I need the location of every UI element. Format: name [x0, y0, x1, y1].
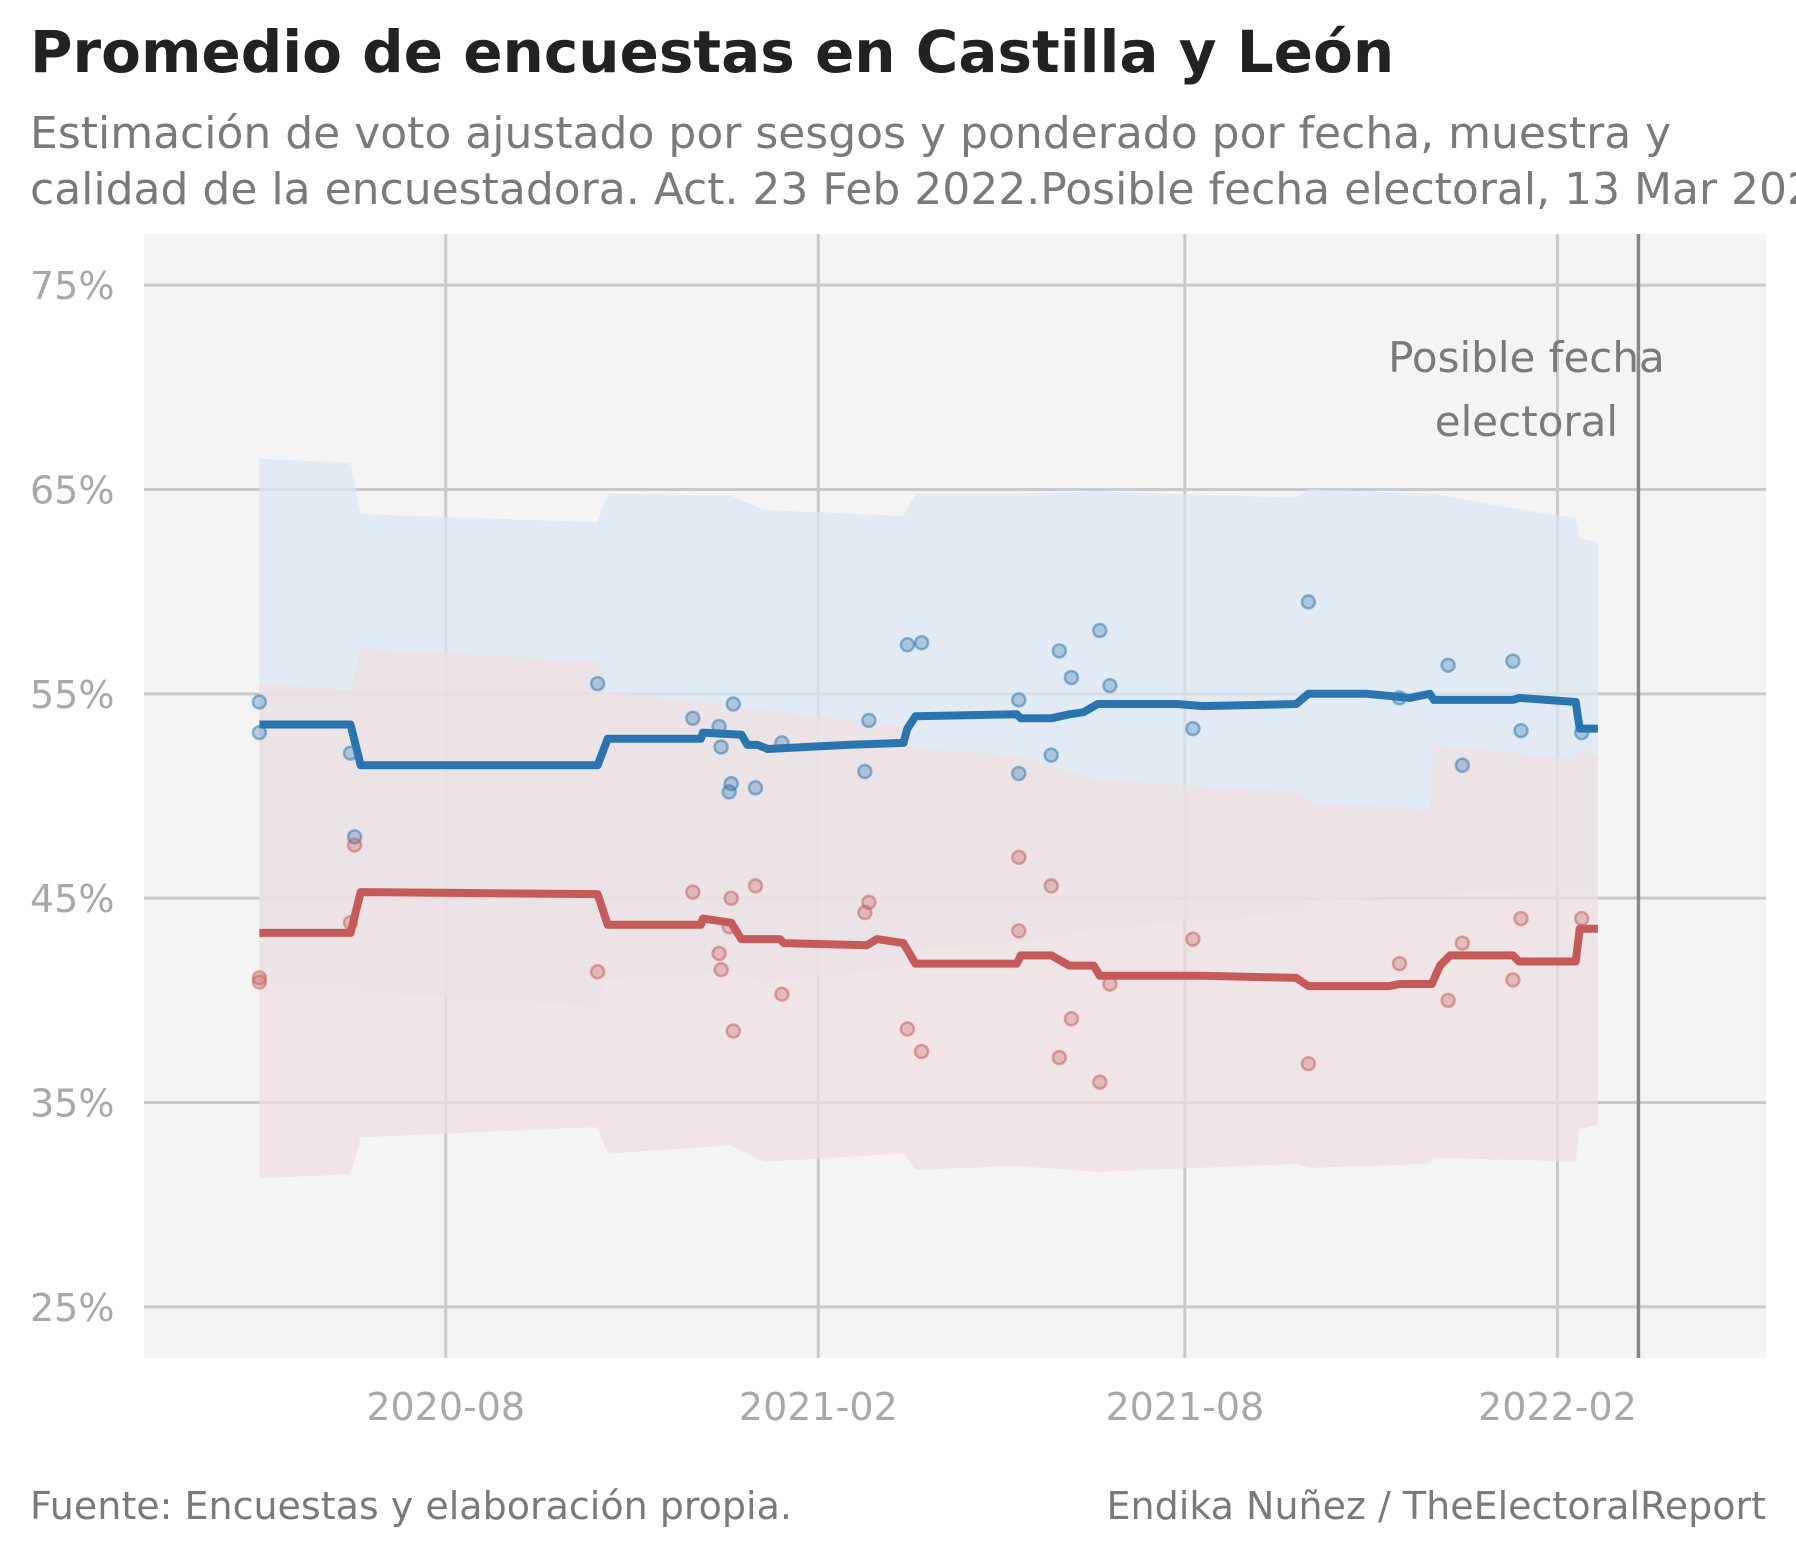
poll-point-series-1 — [857, 763, 873, 780]
poll-point-series-2 — [1011, 923, 1027, 939]
poll-point-series-1 — [1092, 622, 1108, 639]
poll-point-series-2 — [725, 1023, 742, 1039]
poll-point-series-1 — [1505, 653, 1521, 669]
poll-point-series-2 — [251, 974, 268, 990]
x-tick-label: 2021-02 — [739, 1385, 898, 1429]
subtitle-line-1: Estimación de voto ajustado por sesgos y… — [30, 108, 1672, 159]
subtitle-line-2: calidad de la encuestadora. Act. 23 Feb … — [30, 164, 1796, 215]
poll-point-series-2 — [1440, 992, 1456, 1009]
poll-point-series-1 — [1513, 722, 1529, 739]
average-line-1 — [259, 689, 1598, 770]
poll-point-series-2 — [774, 986, 790, 1002]
poll-point-series-1 — [1063, 669, 1080, 686]
y-tick-label: 65% — [30, 468, 114, 512]
poll-point-series-1 — [1011, 692, 1027, 708]
footer-credit: Endika Nuñez / TheElectoralReport — [1106, 1484, 1766, 1528]
x-axis-ticks: 2020-08 2021-02 2021-08 2022-02 — [366, 1385, 1636, 1429]
y-tick-label: 25% — [30, 1286, 114, 1330]
average-lines — [259, 689, 1598, 991]
poll-point-series-2 — [346, 837, 363, 853]
poll-point-series-1 — [899, 637, 916, 653]
poll-point-series-1 — [1011, 765, 1027, 782]
poll-point-series-2 — [713, 961, 729, 978]
poll-point-series-1 — [1043, 747, 1059, 763]
poll-point-series-1 — [723, 775, 739, 792]
poll-point-series-1 — [251, 694, 268, 710]
poll-point-series-2 — [589, 964, 606, 980]
poll-point-series-1 — [725, 696, 742, 712]
x-tick-label: 2020-08 — [366, 1385, 525, 1429]
poll-point-series-2 — [1063, 1011, 1080, 1027]
confidence-band-2 — [259, 648, 1598, 1179]
poll-point-series-1 — [713, 739, 729, 755]
poll-point-series-1 — [1300, 594, 1317, 610]
poll-point-series-2 — [1092, 1074, 1108, 1090]
poll-point-series-2 — [1043, 878, 1059, 894]
y-tick-label: 35% — [30, 1082, 114, 1126]
footer-source: Fuente: Encuestas y elaboración propia. — [30, 1484, 792, 1528]
poll-point-series-2 — [723, 890, 739, 906]
poll-point-series-1 — [685, 710, 701, 727]
average-line-2 — [259, 888, 1598, 991]
poll-point-series-1 — [589, 675, 606, 692]
y-tick-label: 75% — [30, 264, 114, 308]
chart-subtitle: Estimación de voto ajustado por sesgos y… — [30, 106, 1796, 218]
poll-point-series-1 — [1454, 757, 1471, 774]
poll-point-series-2 — [1505, 972, 1521, 988]
poll-point-series-2 — [1051, 1049, 1068, 1066]
chart-title: Promedio de encuestas en Castilla y León — [30, 18, 1395, 86]
confidence-bands — [259, 458, 1598, 1179]
annotation-line-1: Posible fecha — [1388, 333, 1665, 382]
y-tick-label: 55% — [30, 673, 114, 717]
poll-point-series-2 — [747, 878, 764, 894]
poll-point-series-2 — [1454, 935, 1471, 951]
x-tick-label: 2022-02 — [1478, 1385, 1637, 1429]
y-tick-label: 45% — [30, 877, 114, 921]
poll-point-series-2 — [899, 1021, 916, 1037]
poll-point-series-2 — [1011, 849, 1027, 866]
poll-point-series-1 — [913, 634, 930, 651]
poll-point-series-1 — [1051, 643, 1068, 659]
poll-point-series-1 — [747, 780, 764, 796]
poll-point-series-2 — [1391, 955, 1408, 972]
poll-point-series-1 — [861, 712, 877, 729]
annotation-line-2: electoral — [1435, 397, 1618, 446]
y-axis-ticks: 25% 35% 45% 55% 65% 75% — [30, 264, 114, 1330]
poll-point-series-2 — [711, 945, 727, 962]
x-tick-label: 2021-08 — [1105, 1385, 1264, 1429]
poll-point-series-1 — [1185, 720, 1201, 737]
poll-point-series-2 — [685, 884, 701, 900]
poll-point-series-2 — [861, 894, 877, 911]
poll-point-series-2 — [1185, 931, 1201, 947]
poll-point-series-2 — [913, 1043, 930, 1060]
poll-point-series-2 — [1300, 1055, 1317, 1072]
poll-point-series-2 — [1573, 910, 1590, 927]
poll-point-series-2 — [1513, 910, 1529, 927]
poll-point-series-1 — [1440, 657, 1456, 673]
poll-point-series-1 — [1102, 677, 1118, 694]
